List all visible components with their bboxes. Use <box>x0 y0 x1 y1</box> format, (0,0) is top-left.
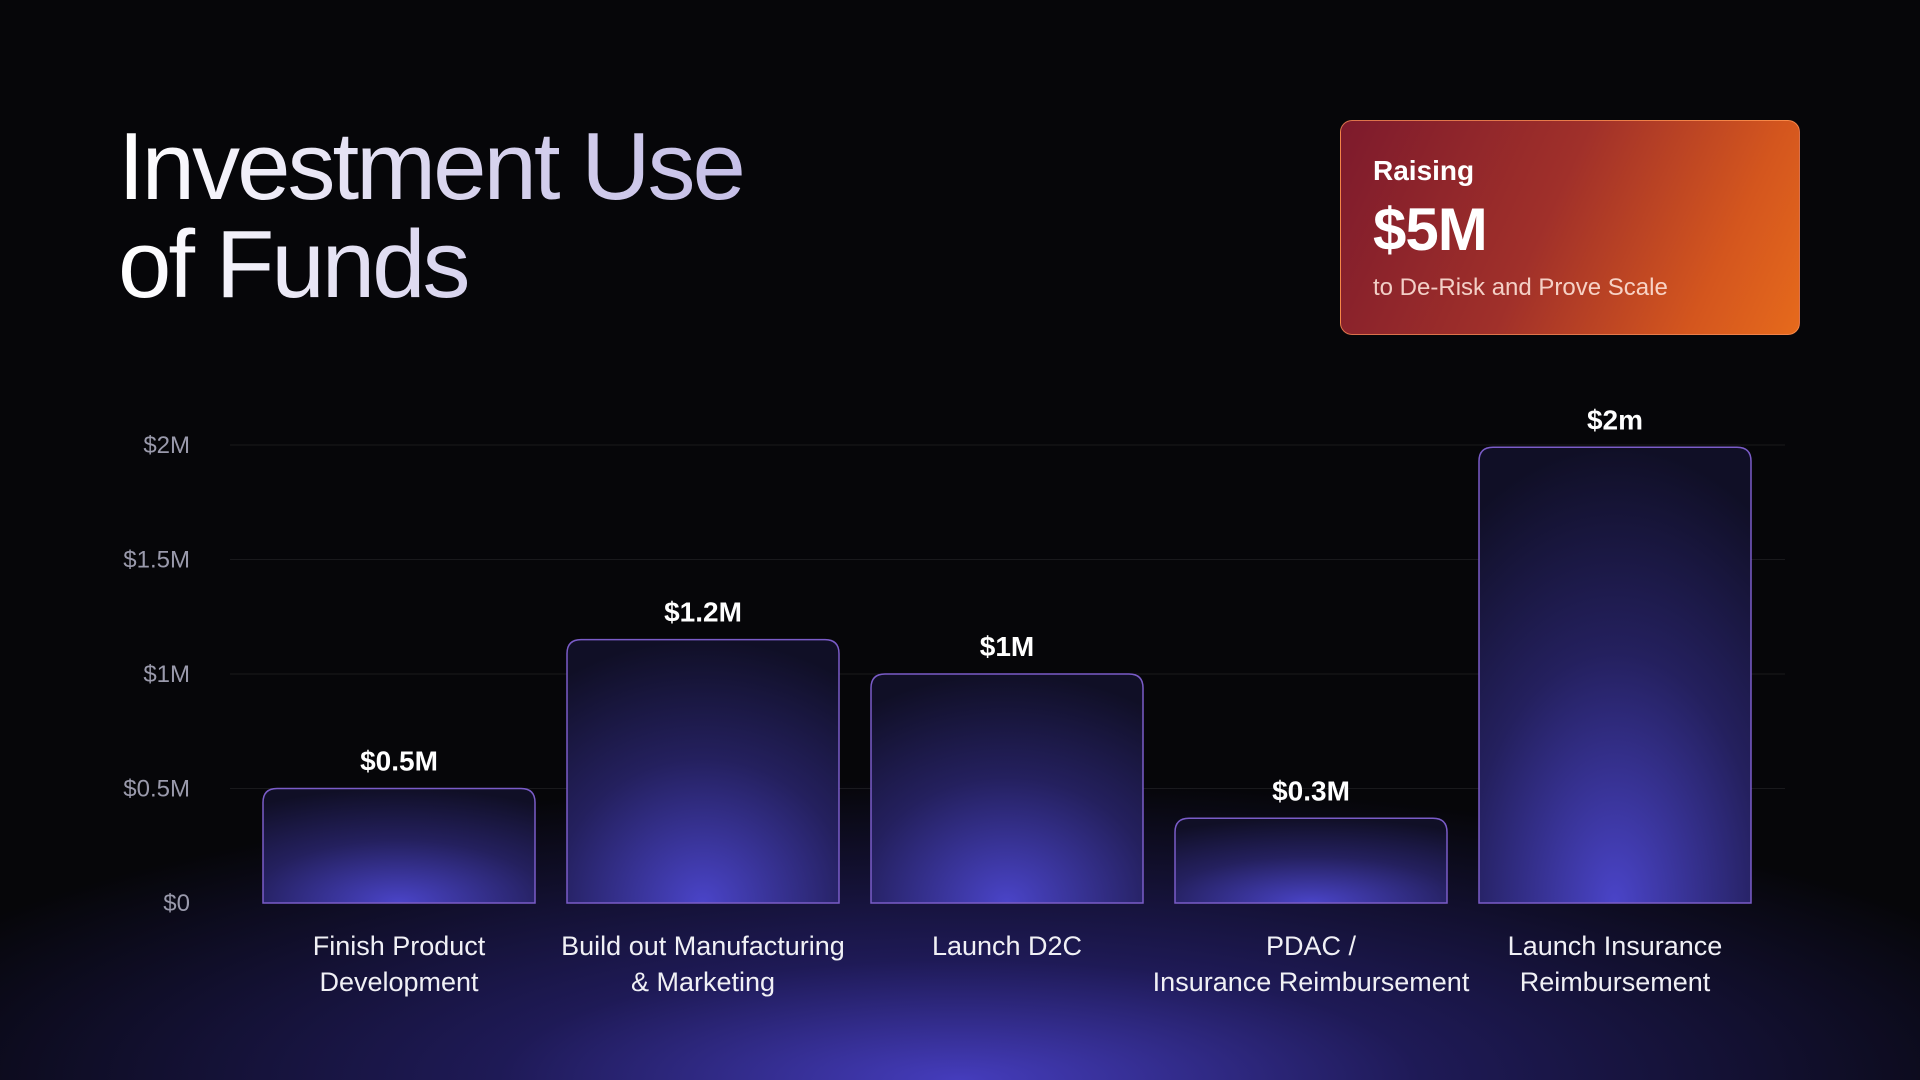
raising-card: Raising $5M to De-Risk and Prove Scale <box>1340 120 1800 335</box>
category-label: Development <box>319 967 479 997</box>
raising-label: Raising <box>1373 155 1475 186</box>
bar-value-label: $1M <box>980 631 1034 662</box>
category-label: PDAC / <box>1266 931 1357 961</box>
y-axis: $0 $0.5M $1M $1.5M $2M <box>123 432 190 917</box>
x-axis: Finish Product Development Build out Manuf… <box>313 931 1723 997</box>
y-tick-label: $1.5M <box>123 547 190 574</box>
bar <box>262 787 536 904</box>
raising-subtitle: to De-Risk and Prove Scale <box>1373 274 1668 301</box>
y-tick-label: $1M <box>143 661 190 688</box>
category-label: Launch Insurance <box>1508 931 1723 961</box>
bar <box>566 638 840 904</box>
bar-value-label: $2m <box>1587 404 1643 435</box>
y-tick-label: $0 <box>163 890 190 917</box>
bar <box>1174 817 1448 904</box>
bar <box>1478 446 1752 904</box>
bars <box>262 446 1752 904</box>
bar-value-label: $0.3M <box>1272 775 1350 806</box>
value-labels: $0.5M $1.2M $1M $0.3M $2m <box>360 404 1643 806</box>
raising-amount: $5M <box>1373 196 1488 263</box>
category-label: Insurance Reimbursement <box>1153 967 1470 997</box>
y-tick-label: $2M <box>143 432 190 459</box>
category-label: Finish Product <box>313 931 486 961</box>
category-label: & Marketing <box>631 967 775 997</box>
bar-value-label: $0.5M <box>360 746 438 777</box>
bar-value-label: $1.2M <box>664 597 742 628</box>
category-label: Build out Manufacturing <box>561 931 845 961</box>
category-label: Launch D2C <box>932 931 1082 961</box>
category-label: Reimbursement <box>1520 967 1711 997</box>
y-tick-label: $0.5M <box>123 776 190 803</box>
bar <box>870 673 1144 904</box>
